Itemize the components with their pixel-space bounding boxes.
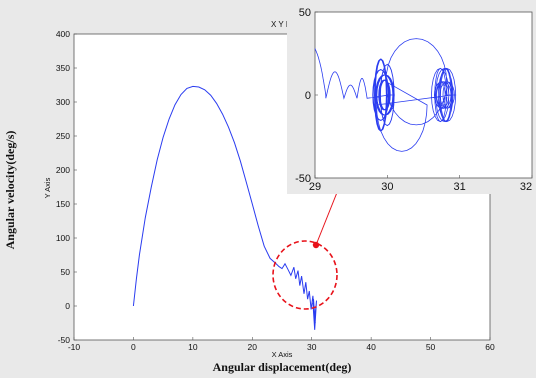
inset-axis-ticks: 29 30 31 32 50 0 -50 bbox=[295, 7, 533, 193]
x-tick-label: 30 bbox=[307, 342, 317, 352]
inset-x-tick-label: 30 bbox=[381, 181, 393, 193]
inset-y-tick-label: 0 bbox=[305, 90, 311, 102]
x-tick-label: -10 bbox=[68, 342, 81, 352]
inset-series-line bbox=[314, 38, 457, 152]
y-tick-label: 300 bbox=[56, 97, 70, 107]
main-axis-ticks: -10 0 10 20 30 40 50 60400350300250200150100500… bbox=[56, 29, 495, 352]
inset-plot-area bbox=[314, 11, 533, 179]
x-tick-label: 20 bbox=[248, 342, 258, 352]
main-xaxis-label: X Axis bbox=[272, 350, 293, 359]
y-tick-label: 350 bbox=[56, 63, 70, 73]
main-plot-title: X Y Pl bbox=[271, 20, 293, 29]
outer-yaxis-label: Angular velocity(deg/s) bbox=[3, 131, 17, 250]
y-tick-label: 250 bbox=[56, 131, 70, 141]
x-tick-label: 60 bbox=[485, 342, 495, 352]
inset-y-tick-label: -50 bbox=[295, 173, 311, 185]
x-tick-label: 10 bbox=[188, 342, 198, 352]
inset-x-tick-label: 31 bbox=[454, 181, 466, 193]
y-tick-label: 100 bbox=[56, 233, 70, 243]
y-tick-label: 50 bbox=[61, 267, 71, 277]
inset-x-tick-label: 29 bbox=[309, 181, 321, 193]
highlight-circle bbox=[272, 240, 338, 310]
x-tick-label: 0 bbox=[131, 342, 136, 352]
outer-xaxis-label: Angular displacement(deg) bbox=[213, 360, 352, 374]
inset-y-tick-label: 50 bbox=[299, 7, 311, 19]
main-yaxis-label: Y Axis bbox=[43, 177, 52, 198]
y-tick-label: 0 bbox=[65, 301, 70, 311]
y-tick-label: -50 bbox=[58, 335, 71, 345]
y-tick-label: 200 bbox=[56, 165, 70, 175]
x-tick-label: 40 bbox=[366, 342, 376, 352]
inset-x-tick-label: 32 bbox=[520, 181, 532, 193]
y-tick-label: 400 bbox=[56, 29, 70, 39]
x-tick-label: 50 bbox=[426, 342, 436, 352]
y-tick-label: 150 bbox=[56, 199, 70, 209]
main-series-line bbox=[132, 85, 317, 330]
